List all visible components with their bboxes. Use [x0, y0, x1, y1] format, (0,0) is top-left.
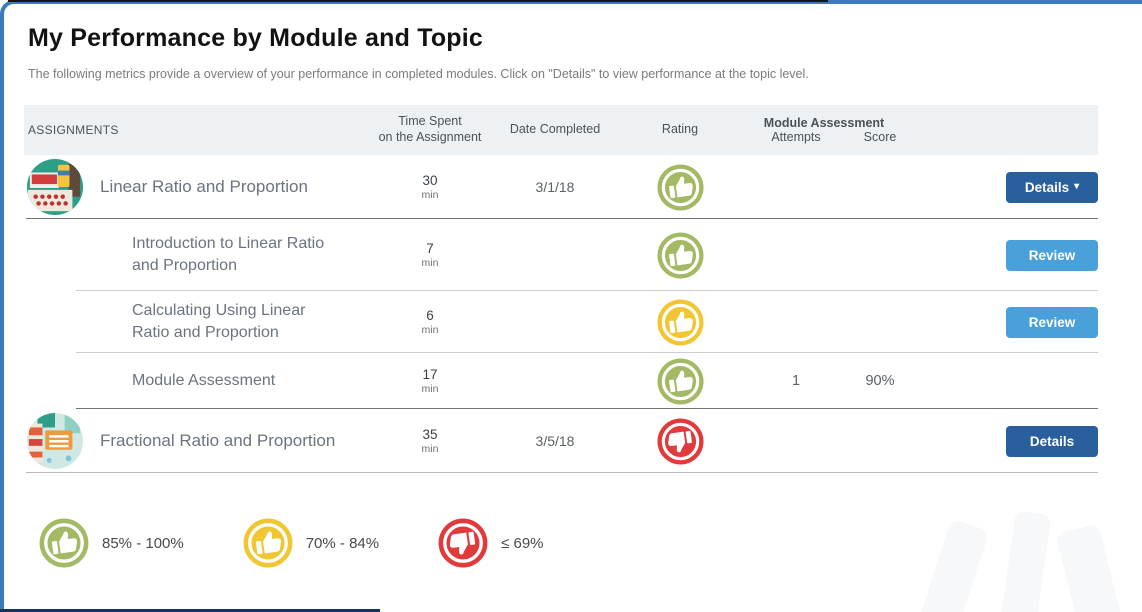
column-header-module-assessment-group: Module Assessment Attempts Score: [740, 116, 908, 144]
assignment-name: Calculating Using Linear Ratio and Propo…: [132, 302, 306, 341]
column-header-module-assessment: Module Assessment: [763, 116, 885, 130]
module-thumbnail-icon: [24, 412, 100, 470]
details-button[interactable]: Details: [1006, 425, 1098, 457]
table-header: ASSIGNMENTS Time Spent on the Assignment…: [24, 105, 1098, 155]
time-spent-value: 6: [426, 308, 434, 323]
button-label: Details: [1024, 179, 1070, 195]
legend-item: 85% - 100%: [38, 517, 184, 569]
assignment-name: Fractional Ratio and Proportion: [100, 430, 336, 450]
details-button[interactable]: Details ▾: [1006, 171, 1098, 203]
column-header-assignments: ASSIGNMENTS: [28, 123, 119, 137]
time-spent-value: 30: [422, 173, 438, 188]
module-thumbnail-icon: [24, 158, 100, 216]
column-header-attempts: Attempts: [771, 130, 821, 144]
bottom-edge-line: [0, 609, 380, 612]
attempts-value: 1: [791, 373, 801, 389]
rating-thumbs-up-icon: [656, 298, 705, 347]
rating-thumbs-up-icon: [656, 163, 705, 212]
time-spent-unit: min: [421, 324, 439, 336]
rating-thumbs-up-icon: [656, 231, 705, 280]
time-spent-value: 35: [422, 427, 438, 442]
date-completed-value: 3/1/18: [535, 179, 575, 195]
legend-label: ≤ 69%: [501, 534, 544, 552]
legend-label: 85% - 100%: [102, 534, 184, 552]
review-button[interactable]: Review: [1006, 306, 1098, 338]
topic-row: Calculating Using Linear Ratio and Propo…: [24, 291, 1098, 353]
top-edge-line: [8, 0, 828, 2]
legend-item: ≤ 69%: [437, 517, 544, 569]
column-header-score: Score: [863, 130, 897, 144]
module-row: Fractional Ratio and Proportion 35 min 3…: [24, 409, 1098, 473]
time-spent-unit: min: [421, 257, 439, 269]
assignment-name: Module Assessment: [132, 372, 276, 390]
legend-item: 70% - 84%: [242, 517, 379, 569]
module-row: Linear Ratio and Proportion 30 min 3/1/1…: [24, 155, 1098, 219]
column-header-date-completed: Date Completed: [509, 122, 601, 137]
assignment-name: Introduction to Linear Ratio and Proport…: [132, 235, 325, 274]
score-value: 90%: [865, 373, 895, 389]
rating-legend: 85% - 100% 70% - 84% ≤ 69%: [24, 517, 1098, 569]
topic-row: Module Assessment 17 min 1 90%: [24, 353, 1098, 409]
review-button[interactable]: Review: [1006, 239, 1098, 271]
time-spent-unit: min: [421, 383, 439, 395]
assignment-name: Linear Ratio and Proportion: [100, 176, 308, 196]
column-header-time-spent: Time Spent on the Assignment: [378, 114, 482, 144]
button-label: Details: [1029, 433, 1075, 449]
rating-thumbs-down-icon: [656, 417, 705, 466]
page-title: My Performance by Module and Topic: [28, 24, 484, 52]
topic-row: Introduction to Linear Ratio and Proport…: [24, 219, 1098, 291]
rating-thumbs-up-icon: [242, 517, 294, 569]
date-completed-value: 3/5/18: [535, 433, 575, 449]
rating-thumbs-up-icon: [656, 357, 705, 406]
rating-thumbs-down-icon: [437, 517, 489, 569]
time-spent-value: 17: [422, 367, 438, 382]
button-label: Review: [1028, 247, 1076, 263]
button-label: Review: [1028, 314, 1076, 330]
rating-thumbs-up-icon: [38, 517, 90, 569]
legend-label: 70% - 84%: [305, 534, 380, 552]
time-spent-value: 7: [426, 241, 434, 256]
time-spent-unit: min: [421, 189, 439, 201]
column-header-rating: Rating: [661, 122, 699, 137]
page-subtitle: The following metrics provide a overview…: [28, 67, 809, 81]
caret-down-icon: ▾: [1074, 181, 1080, 192]
time-spent-unit: min: [421, 443, 439, 455]
